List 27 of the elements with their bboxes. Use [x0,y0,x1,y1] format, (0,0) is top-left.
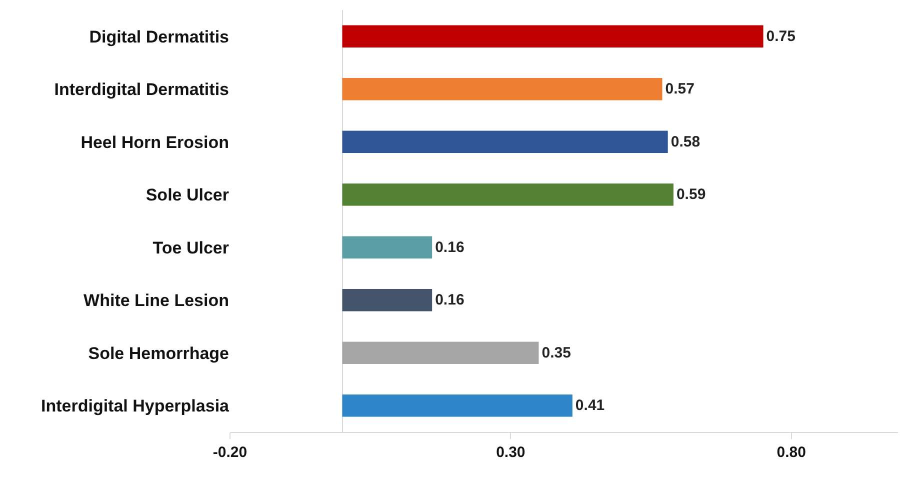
x-tick-label: 0.80 [776,444,806,461]
data-label: 0.59 [676,186,706,204]
bar [342,25,764,48]
y-tick-label: Sole Ulcer [146,186,230,205]
x-tick-label: 0.30 [496,444,526,461]
bar [342,130,668,153]
data-label: 0.35 [542,344,571,362]
data-label: 0.16 [435,238,464,256]
data-label: 0.57 [665,80,694,98]
x-tick-label: -0.20 [212,444,248,461]
bar [342,236,432,258]
bar [342,342,539,364]
y-tick-label: White Line Lesion [84,291,229,310]
bar [342,78,662,100]
data-label: 0.16 [435,292,464,309]
bar [342,394,572,417]
data-label: 0.75 [766,28,796,45]
bar [342,289,432,312]
bar [342,184,674,206]
y-tick-label: Interdigital Hyperplasia [41,396,230,416]
data-label: 0.41 [575,397,605,414]
y-tick-label: Digital Dermatitis [89,27,229,46]
data-label: 0.58 [670,133,700,150]
y-tick-label: Interdigital Dermatitis [54,80,229,100]
y-tick-label: Toe Ulcer [152,238,230,258]
y-tick-label: Sole Hemorrhage [88,344,229,363]
y-tick-label: Heel Horn Erosion [80,132,229,152]
